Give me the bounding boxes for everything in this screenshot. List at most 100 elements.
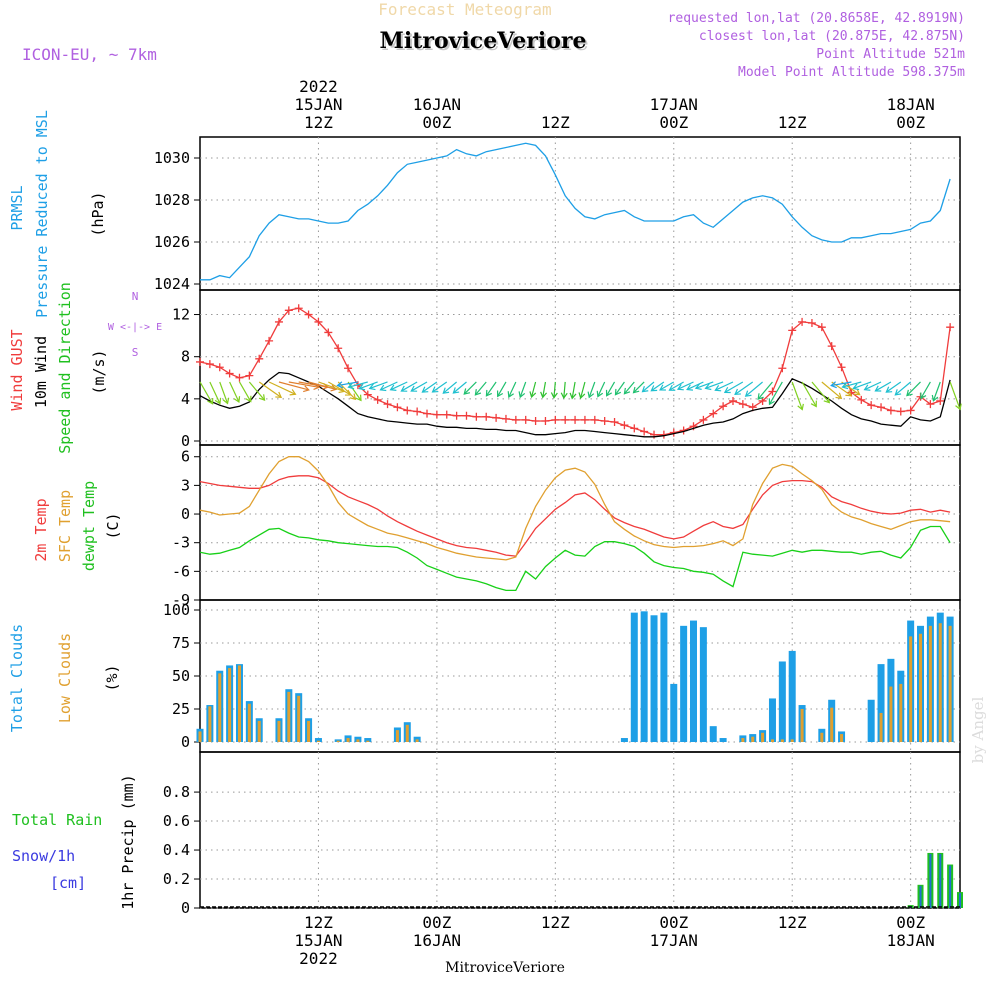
bar-rain-core (929, 853, 932, 908)
wind-arrow (337, 381, 359, 387)
wind-arrow (801, 381, 817, 407)
bar-low-clouds (415, 739, 419, 742)
panel1-labels: PRMSL Pressure Reduced to MSL (hPa) (8, 110, 107, 318)
wind-arrow-head (931, 394, 939, 402)
wind-arrow-head (650, 385, 658, 392)
wind-arrow-head (431, 386, 439, 393)
wind-arrow-head (379, 384, 387, 392)
wind-arrow (553, 381, 556, 398)
bar-total-clouds (630, 612, 638, 742)
bar-total-clouds (314, 738, 322, 742)
wind-arrow (677, 381, 694, 390)
y-tick-label: 100 (163, 601, 190, 619)
wind-arrow-head (694, 383, 702, 390)
y-tick-label: 25 (172, 700, 190, 718)
wind-arrow-head (605, 389, 613, 397)
top-time-label: 00Z (896, 113, 925, 132)
top-time-label: 15JAN (294, 95, 342, 114)
wind-arrow (686, 381, 704, 391)
bar-low-clouds (770, 739, 774, 742)
bar-total-clouds (709, 726, 717, 742)
wind-arrow (485, 381, 497, 397)
wind-arrow (474, 381, 487, 396)
bar-low-clouds (840, 734, 844, 742)
panel-5: 0 0.2 0.4 0.6 0.8 (163, 751, 963, 917)
bar-low-clouds (336, 740, 340, 742)
wind-arrow (811, 381, 830, 404)
wind-arrow (432, 381, 448, 393)
wind-arrow-head (529, 391, 537, 399)
gust-marker (620, 421, 629, 430)
wind-arrow-head (734, 388, 741, 396)
wind-arrow (199, 381, 214, 405)
wind-arrow (821, 381, 842, 399)
panel3-labels: 2m Temp SFC Temp dewpt Temp (C) (32, 481, 122, 571)
bar-low-clouds (909, 636, 913, 742)
gust-marker (363, 390, 372, 399)
wind-arrow-head (452, 387, 460, 394)
gust-marker (571, 415, 580, 424)
prmsl-label: PRMSL (8, 185, 26, 230)
footer-place: MitroviceVeriore (445, 960, 565, 976)
bottom-time-label: 12Z (541, 913, 570, 932)
series-2m-temp (199, 475, 951, 557)
top-time-label: 16JAN (413, 95, 461, 114)
y-tick-label: 1024 (154, 275, 190, 293)
gust-marker (423, 409, 432, 418)
bar-rain-core (919, 885, 922, 908)
t2m-label: 2m Temp (32, 498, 50, 561)
y-tick-label: 1028 (154, 191, 190, 209)
gust-marker (196, 357, 204, 366)
y-tick-label: 50 (172, 667, 190, 685)
y-tick-label: 0 (181, 432, 190, 450)
gust-marker (511, 415, 520, 424)
bar-low-clouds (820, 732, 824, 742)
gust-marker (551, 415, 560, 424)
gust-marker (728, 396, 737, 405)
wind-arrow (442, 381, 458, 394)
series-sfc-temp (199, 456, 951, 561)
wind-arrow-head (659, 384, 666, 391)
wind-arrow-head (485, 389, 493, 397)
gust-marker (531, 416, 540, 425)
bar-low-clouds (919, 633, 923, 742)
wind-arrow-head (214, 397, 222, 405)
wind-arrow (268, 381, 296, 395)
wind-arrow (831, 381, 852, 397)
bar-low-clouds (208, 706, 212, 742)
bar-total-clouds (670, 683, 678, 742)
wind-arrow-head (797, 403, 804, 411)
wind-arrow (606, 381, 616, 396)
gust-marker (225, 369, 234, 378)
wind-arrow-head (410, 385, 418, 392)
bar-low-clouds (899, 683, 903, 742)
bottom-time-label: 00Z (659, 913, 688, 932)
wind-arrow-head (587, 391, 595, 399)
gust-marker (383, 400, 392, 409)
bar-rain-core (949, 865, 952, 908)
wind-arrow-head (841, 382, 849, 390)
panel-frame (199, 444, 961, 601)
wind-arrow-head (368, 383, 376, 391)
wind-arrow-head (233, 396, 241, 404)
gust-marker (926, 400, 935, 409)
wind-arrow-head (349, 393, 357, 401)
top-time-label: 2022 (299, 77, 338, 96)
wind-arrow (588, 381, 596, 398)
wind-arrow-head (632, 386, 640, 394)
wind-arrow (542, 381, 547, 398)
gust-marker (778, 364, 787, 373)
top-time-label: 18JAN (887, 95, 935, 114)
wind-arrow-head (569, 392, 577, 400)
wind-arrow (563, 381, 566, 399)
y-tick-label: 4 (181, 390, 190, 408)
wind-arrow (724, 381, 744, 393)
bar-low-clouds (366, 740, 370, 742)
top-time-label: 00Z (659, 113, 688, 132)
wind-arrow-head (614, 388, 622, 396)
wind-arrow (633, 381, 645, 394)
bar-low-clouds (316, 740, 320, 742)
gust-marker (294, 304, 303, 313)
wind-arrow-head (906, 389, 913, 397)
low-clouds-label: Low Clouds (56, 633, 74, 723)
